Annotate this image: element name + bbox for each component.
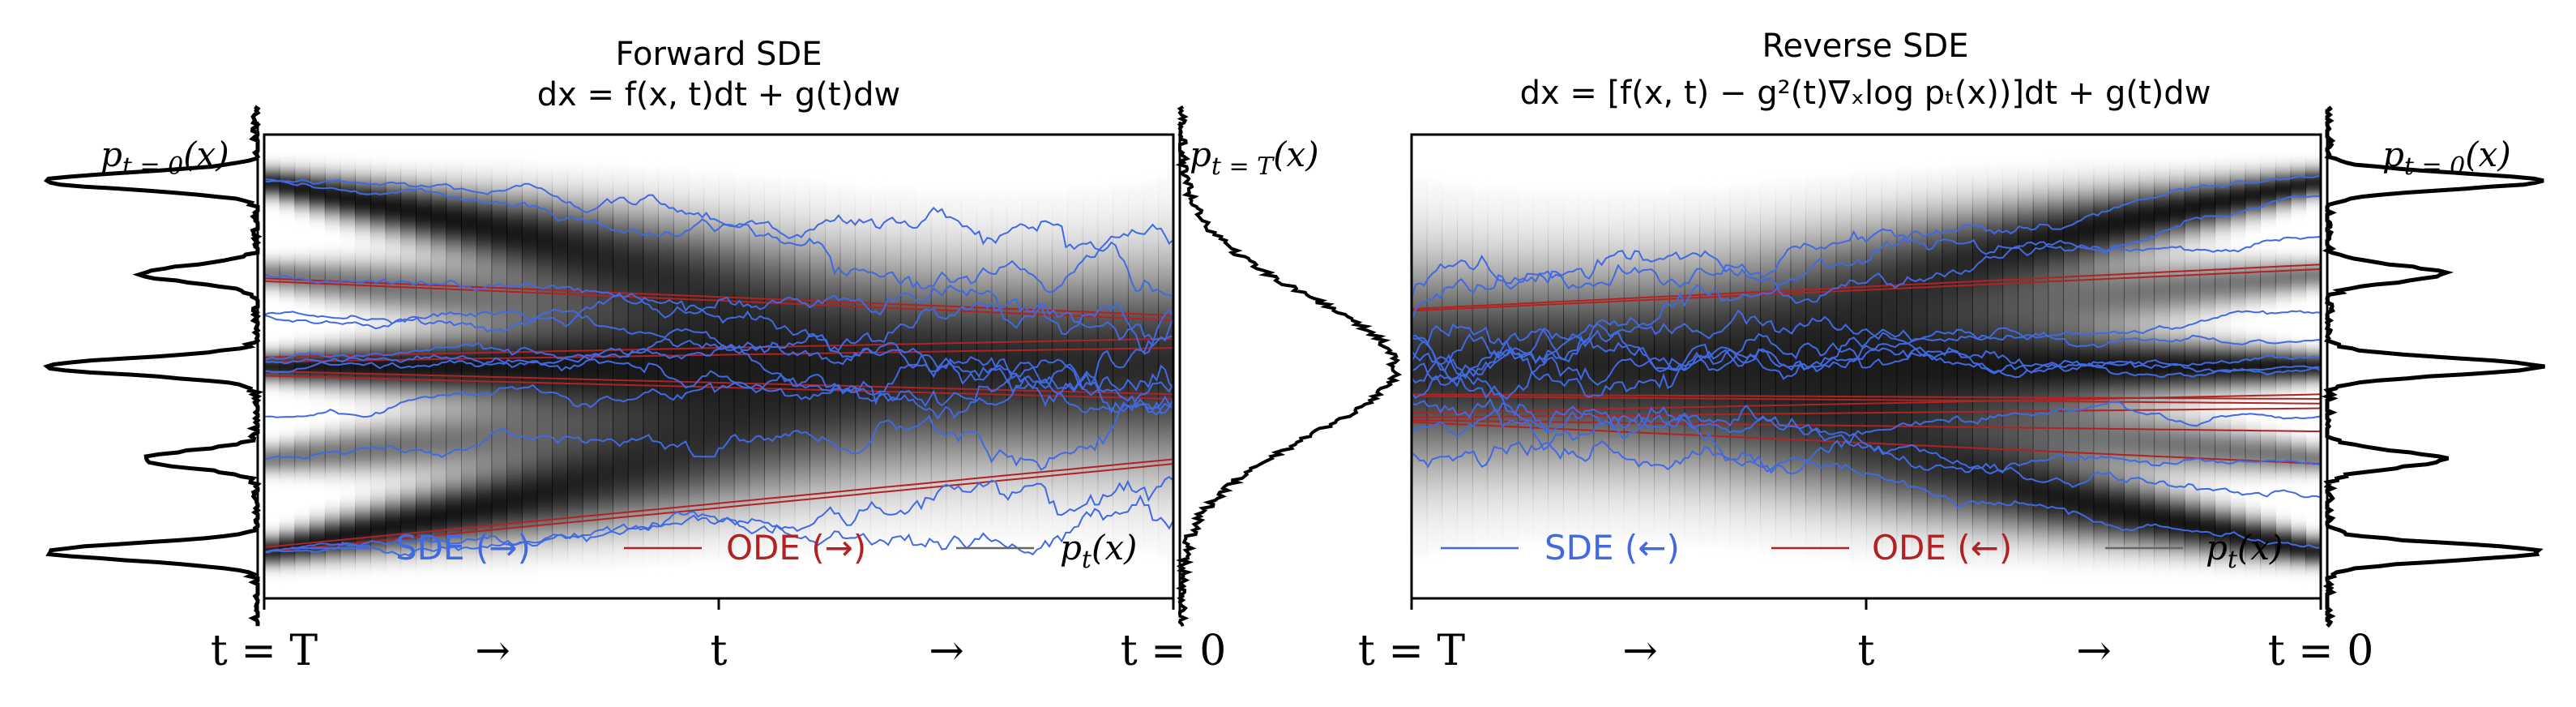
reverse-right-density-curve [2321,105,2545,628]
sde-trajectory [1412,405,2321,475]
sde-trajectory [264,357,1173,414]
reverse-x-ticks: t = T → t → t = 0 [1358,627,2373,675]
forward-density-heatmap [264,161,1173,572]
legend-ode-label: ODE (→) [726,528,866,568]
ode-trajectory [1412,264,2321,311]
legend-sde-label: SDE (←) [1544,528,1680,568]
ode-trajectory [264,347,1173,363]
reverse-plot-area [1410,133,2322,600]
forward-x-ticks: t = T → t → t = 0 [211,627,1226,675]
forward-left-density [43,105,264,627]
tick-label: → [475,627,511,675]
ode-trajectory [264,375,1173,400]
sde-trajectory [264,273,1173,352]
tick-label: t = T [1358,627,1466,675]
sde-trajectory [264,316,1173,392]
reverse-sde-trajectories [1412,174,2321,549]
sde-trajectory [264,178,1173,251]
sde-trajectory [1412,439,2321,549]
ode-trajectory [264,463,1173,553]
sde-trajectory [1412,310,2321,384]
forward-right-density [1175,105,1403,628]
tick-label: t = T [211,627,318,675]
tick-label: t [711,627,728,675]
legend-sde-label: SDE (→) [395,528,531,568]
tick-label: t [1858,627,1875,675]
sde-trajectory [1412,332,2321,401]
tick-label: t = 0 [2268,627,2374,675]
forward-equation: dx = f(x, t)dt + g(t)dw [537,76,901,114]
reverse-legend: SDE (←) ODE (←) pt(x) [1441,528,2283,574]
reverse-ode-trajectories [1412,264,2321,465]
forward-left-density-label: pt = 0(x) [100,135,229,181]
tick-marks [263,598,2322,610]
sde-trajectory [264,494,1173,557]
ode-trajectory [1412,407,2321,418]
reverse-equation: dx = [f(x, t) − g²(t)∇ₓlog pₜ(x))]dt + g… [1520,75,2211,112]
forward-left-density-curve [43,105,264,627]
tick-label: t = 0 [1121,627,1227,675]
sde-trajectory [1412,236,2321,305]
sde-trajectory [264,341,1173,396]
ode-trajectory [1412,395,2321,405]
reverse-right-density [2321,105,2545,628]
sde-trajectory [1412,309,2321,375]
forward-right-density-label: pt = T(x) [1190,135,1319,181]
ode-trajectory [1412,268,2321,312]
reverse-density-heatmap [1412,161,2321,572]
ode-trajectory [1412,393,2321,414]
tick-label: → [929,627,964,675]
legend-density-label: pt(x) [2206,528,2283,574]
ode-trajectory [264,370,1173,396]
reverse-right-density-label: pt = 0(x) [2382,135,2511,181]
sde-trajectory [1412,373,2321,452]
forward-plot-area [263,133,1175,600]
tick-label: → [1622,627,1658,675]
sde-trajectory [1412,174,2321,321]
ode-trajectory [1412,419,2321,433]
sde-trajectory [1412,397,2321,499]
ode-trajectory [264,458,1173,549]
sde-trajectory [264,365,1173,420]
ode-trajectory [1412,421,2321,465]
reverse-title: Reverse SDE [1762,28,1969,65]
forward-sde-trajectories [264,178,1173,557]
sde-trajectory [264,285,1173,355]
legend-density-label: pt(x) [1060,528,1137,574]
sde-trajectory [1412,327,2321,398]
sde-trajectory [1412,195,2321,365]
forward-title: Forward SDE [615,36,822,73]
sde-trajectory [264,311,1173,413]
forward-right-density-curve [1175,105,1403,628]
tick-label: → [2076,627,2112,675]
legend-ode-label: ODE (←) [1872,528,2012,568]
sde-trajectory [264,397,1173,471]
sde-trajectory [264,180,1173,298]
forward-legend: SDE (→) ODE (→) pt(x) [292,528,1137,574]
